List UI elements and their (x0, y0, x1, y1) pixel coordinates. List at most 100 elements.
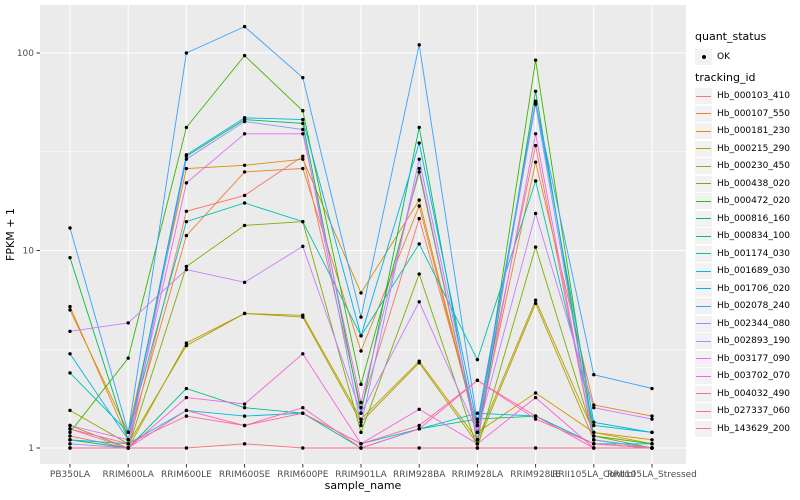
data-point (242, 414, 247, 418)
data-point (184, 341, 189, 345)
x-tick-label: RRII105LA_Stressed (607, 470, 697, 480)
data-point (475, 423, 480, 428)
legend-item-label: Hb_143629_200 (717, 423, 791, 434)
data-point (68, 408, 72, 413)
data-point (417, 361, 421, 365)
data-point (184, 209, 189, 213)
data-point (68, 329, 72, 333)
data-point (417, 43, 421, 47)
legend-item-label: Hb_001689_030 (717, 266, 791, 277)
data-point (533, 298, 538, 302)
data-point (242, 201, 247, 205)
data-point (126, 430, 130, 435)
legend-key (695, 245, 712, 262)
data-point (242, 53, 247, 58)
x-tick-label: PB350LA (50, 470, 91, 480)
data-point (301, 121, 305, 126)
legend-item-Hb_027337_060: Hb_027337_060 (695, 403, 790, 421)
legend-item-Hb_143629_200: Hb_143629_200 (695, 420, 790, 438)
y-tick-label: 100 (17, 49, 34, 59)
x-tick-label: RRII105LA_Control (552, 470, 635, 480)
data-point (417, 300, 421, 304)
data-point (301, 75, 305, 80)
data-point (68, 446, 72, 450)
data-point (242, 405, 247, 410)
legend-item-ok: OK (695, 48, 730, 66)
data-point (301, 405, 305, 410)
x-tick-label: RRIM901LA (335, 470, 387, 480)
data-point (359, 442, 363, 446)
data-point (242, 132, 247, 136)
data-point (68, 304, 72, 309)
data-point (184, 166, 189, 171)
data-point (184, 395, 189, 400)
data-point (592, 438, 596, 442)
data-point (359, 291, 363, 295)
legend-item-Hb_000103_410: Hb_000103_410 (695, 88, 790, 106)
data-point (417, 446, 421, 450)
data-point (417, 198, 421, 202)
data-point (650, 442, 654, 446)
ok-point-icon (701, 54, 706, 59)
legend-item-Hb_002893_190: Hb_002893_190 (695, 333, 790, 351)
data-point (475, 442, 480, 446)
legend: quant_status OK tracking_id Hb_000103_41… (693, 0, 800, 500)
data-point (242, 223, 247, 228)
data-point (301, 411, 305, 415)
data-point (533, 395, 538, 400)
x-axis-title: sample_name (325, 479, 402, 492)
data-point (301, 109, 305, 113)
data-point (359, 423, 363, 428)
data-point (533, 89, 538, 93)
legend-item-Hb_001174_030: Hb_001174_030 (695, 245, 790, 263)
series-color-line (696, 235, 711, 237)
data-point (68, 423, 72, 428)
data-point (533, 132, 538, 136)
data-point (126, 438, 130, 442)
legend-item-Hb_000107_550: Hb_000107_550 (695, 105, 790, 123)
data-point (184, 343, 189, 348)
legend-item-label: Hb_001174_030 (717, 248, 791, 259)
series-color-line (696, 95, 711, 97)
data-point (184, 219, 189, 224)
legend-item-Hb_000816_160: Hb_000816_160 (695, 210, 790, 228)
data-point (592, 442, 596, 446)
data-point (533, 301, 538, 306)
data-point (184, 386, 189, 391)
x-tick-label: RRIM600SE (219, 470, 271, 480)
data-point (359, 417, 363, 421)
data-point (533, 102, 538, 106)
series-color-line (696, 270, 711, 272)
legend-item-label: Hb_002893_190 (717, 336, 791, 347)
legend-item-label: Hb_027337_060 (717, 406, 791, 417)
data-point (417, 166, 421, 171)
data-point (592, 434, 596, 438)
data-point (417, 423, 421, 428)
series-color-line (696, 375, 711, 377)
data-point (68, 352, 72, 356)
data-point (475, 446, 480, 450)
legend-key (695, 158, 712, 175)
legend-key (695, 88, 712, 105)
data-point (533, 160, 538, 164)
data-point (592, 403, 596, 407)
data-point (126, 321, 130, 325)
x-tick-label: RRIM600LE (161, 470, 212, 480)
data-point (184, 414, 189, 418)
data-point (417, 204, 421, 208)
legend-item-Hb_002078_240: Hb_002078_240 (695, 298, 790, 316)
data-point (592, 446, 596, 450)
data-point (359, 405, 363, 410)
data-point (417, 407, 421, 412)
legend-item-label: Hb_001706_020 (717, 283, 791, 294)
data-point (417, 242, 421, 246)
data-point (68, 438, 72, 442)
data-point (184, 125, 189, 130)
data-point (475, 411, 480, 415)
legend-item-label: Hb_000834_100 (717, 231, 791, 242)
y-tick-label: 1 (28, 444, 34, 454)
data-point (242, 423, 247, 428)
data-point (592, 420, 596, 424)
data-point (533, 58, 538, 62)
